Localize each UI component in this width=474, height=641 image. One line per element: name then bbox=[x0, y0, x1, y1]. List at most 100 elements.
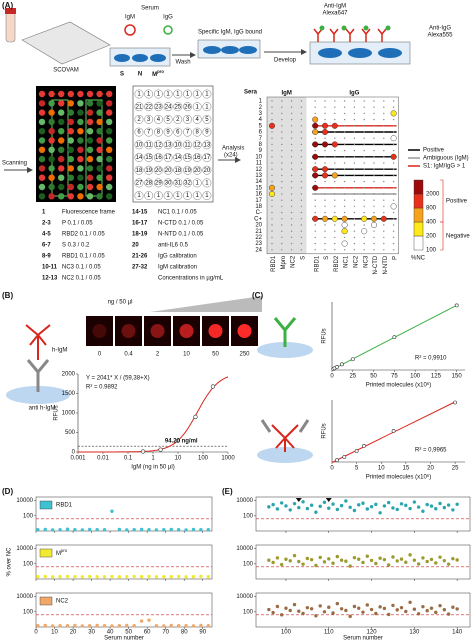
point bbox=[425, 609, 429, 613]
point bbox=[416, 505, 421, 509]
concentration-label: 250 bbox=[239, 352, 250, 358]
scan-spot bbox=[67, 183, 75, 191]
point bbox=[169, 527, 173, 532]
cell-dot bbox=[314, 211, 316, 214]
spot-outline bbox=[183, 127, 192, 137]
spot-outline bbox=[173, 153, 183, 162]
spot-number: 11 bbox=[146, 142, 153, 148]
cell-dot bbox=[281, 143, 283, 146]
cell-circle bbox=[380, 215, 387, 222]
cell-dot bbox=[281, 199, 283, 201]
row-label: 1 bbox=[259, 99, 263, 105]
cell-dot bbox=[373, 125, 375, 127]
row-label: 6 bbox=[259, 130, 263, 136]
row-label: 2 bbox=[259, 105, 263, 111]
point bbox=[184, 623, 188, 628]
scan-spot bbox=[96, 90, 103, 98]
spot-number: 12 bbox=[194, 142, 201, 148]
cell-dot bbox=[334, 118, 336, 121]
spot-outline bbox=[134, 140, 144, 150]
cell-dot bbox=[373, 112, 375, 115]
spot-number: 1 bbox=[147, 92, 151, 98]
key-number: 2-3 bbox=[42, 221, 51, 227]
point bbox=[73, 623, 77, 628]
cell-dot bbox=[373, 249, 375, 251]
point bbox=[412, 607, 417, 611]
cell-circle bbox=[312, 122, 319, 129]
point bbox=[125, 623, 129, 628]
spot-outline bbox=[144, 102, 154, 112]
spot-outline bbox=[153, 102, 163, 112]
spot-number: 1 bbox=[196, 104, 200, 110]
cell-dot bbox=[281, 242, 283, 245]
point bbox=[275, 604, 280, 609]
cell-dot bbox=[373, 193, 375, 195]
scan-spot bbox=[77, 146, 84, 153]
cell-dot bbox=[383, 242, 385, 245]
scan-spot bbox=[48, 183, 55, 191]
column-label: NC3 bbox=[363, 255, 369, 268]
point bbox=[88, 574, 92, 579]
cell-dot bbox=[373, 106, 375, 108]
cell-dot bbox=[290, 236, 293, 239]
cell-dot bbox=[343, 137, 346, 139]
cell-dot bbox=[383, 112, 385, 115]
key-text: IgG calibration bbox=[158, 254, 197, 260]
point bbox=[322, 560, 327, 564]
spot-outline bbox=[144, 191, 154, 201]
point bbox=[88, 527, 92, 532]
cell-dot bbox=[271, 131, 273, 133]
cell-dot bbox=[392, 118, 395, 121]
spot-outline bbox=[134, 89, 144, 99]
cell-dot bbox=[343, 249, 346, 251]
scan-spot bbox=[48, 137, 55, 144]
cell-dot bbox=[300, 149, 303, 152]
spot bbox=[208, 324, 223, 338]
key-text: N-CTD 0.1 / 0.05 bbox=[158, 221, 204, 227]
cell-dot bbox=[271, 149, 273, 152]
point bbox=[365, 554, 369, 558]
scan-spot bbox=[67, 137, 75, 144]
anti-igm-mark bbox=[361, 28, 371, 42]
spot-outline bbox=[134, 191, 144, 201]
point bbox=[331, 502, 335, 506]
point bbox=[408, 553, 412, 557]
strip-frame bbox=[255, 544, 471, 580]
spot-outline bbox=[134, 165, 144, 175]
x-tick-label: 1 bbox=[151, 456, 155, 462]
point bbox=[438, 555, 442, 559]
cell-dot bbox=[290, 230, 293, 232]
scan-spot bbox=[67, 100, 75, 107]
scan-spot bbox=[38, 100, 46, 107]
spot-tile bbox=[144, 316, 171, 346]
x-tick-label: 25 bbox=[349, 374, 356, 380]
spot-number: 5 bbox=[166, 117, 170, 123]
cell-dot bbox=[281, 118, 283, 121]
x-tick-label: 0.001 bbox=[70, 456, 86, 462]
cell-dot bbox=[271, 168, 273, 170]
x-axis-title: Serum number bbox=[104, 636, 144, 641]
x-tick-label: 0.01 bbox=[97, 456, 109, 462]
strip-frame bbox=[35, 592, 213, 628]
spot-number: 6 bbox=[176, 130, 180, 136]
point bbox=[425, 559, 429, 564]
x-tick-label: 40 bbox=[107, 630, 114, 636]
cell-dot bbox=[300, 168, 303, 170]
spot-number: 10 bbox=[174, 142, 181, 148]
spot-outline bbox=[134, 102, 144, 112]
point bbox=[65, 623, 70, 628]
step-label: Scanning bbox=[2, 161, 27, 167]
key-number: 10-11 bbox=[42, 265, 58, 271]
spot-outline bbox=[202, 153, 212, 162]
cell-dot bbox=[290, 156, 293, 158]
point bbox=[292, 602, 297, 607]
point bbox=[446, 562, 451, 566]
cell-dot bbox=[324, 249, 326, 251]
point bbox=[80, 528, 85, 532]
cell-dot bbox=[343, 118, 346, 121]
point bbox=[335, 458, 339, 463]
key-number: 12-13 bbox=[42, 276, 58, 282]
cell-dot bbox=[271, 106, 273, 108]
spot-number: 6 bbox=[137, 130, 141, 136]
cell-dot bbox=[383, 193, 385, 195]
